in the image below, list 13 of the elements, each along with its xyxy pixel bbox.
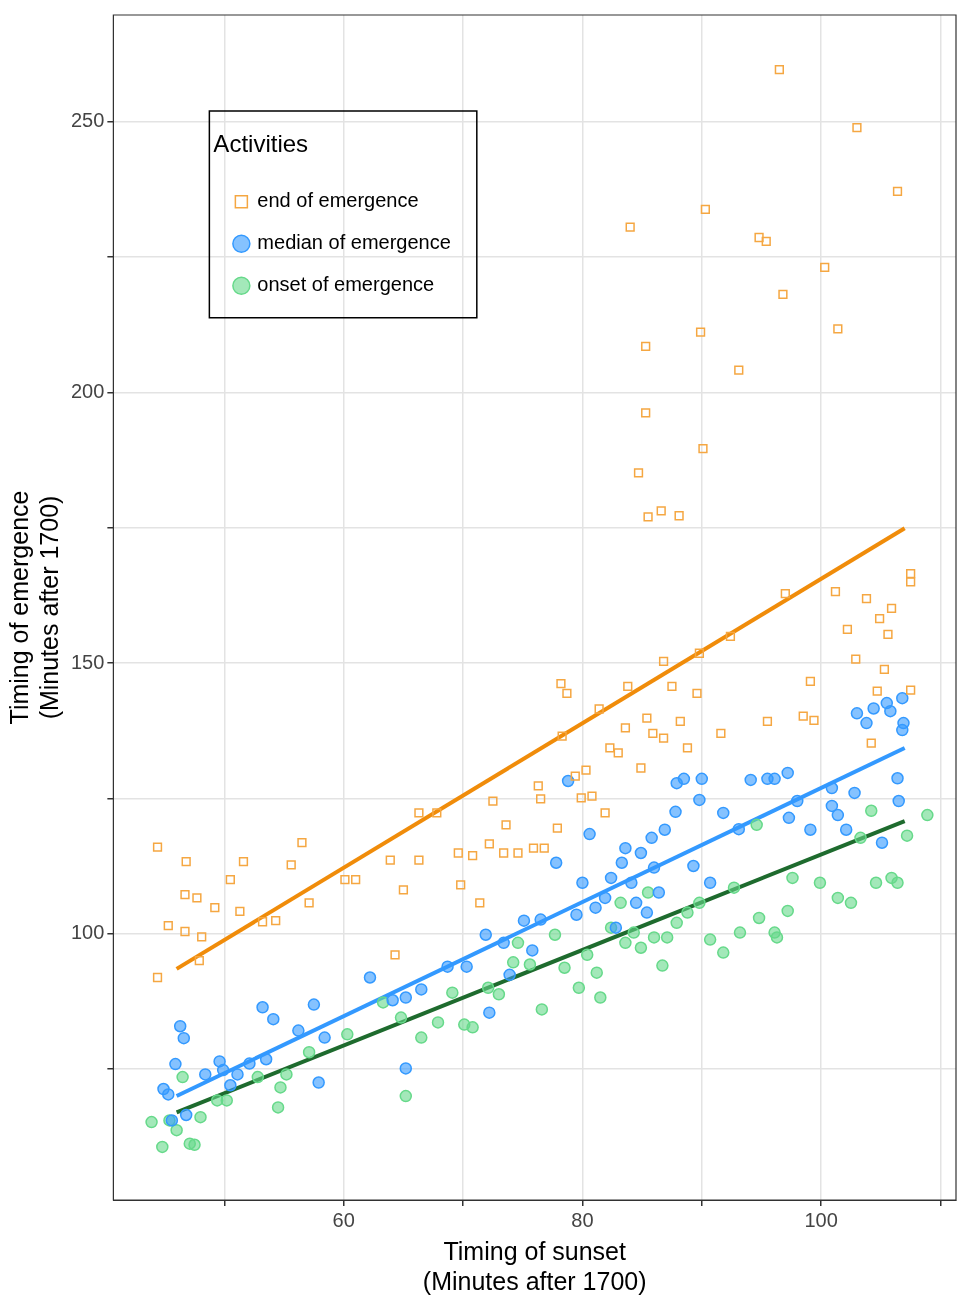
y-tick-label: 100 [70, 921, 105, 944]
y-tick-label: 150 [70, 650, 105, 673]
x-tick-label: 80 [571, 1208, 594, 1231]
legend-label: onset of emergence [257, 273, 435, 296]
legend-label: end of emergence [257, 189, 419, 212]
x-tick-label: 100 [804, 1208, 838, 1231]
legend-label: median of emergence [257, 231, 451, 254]
y-tick-label: 250 [70, 109, 105, 132]
y-axis-title: Timing of emergence (Minutes after 1700) [4, 490, 63, 725]
legend-title: Activities [213, 129, 309, 157]
y-tick-label: 200 [70, 379, 105, 402]
x-axis-title: Timing of sunset (Minutes after 1700) [422, 1236, 647, 1295]
x-tick-label: 60 [332, 1208, 355, 1231]
